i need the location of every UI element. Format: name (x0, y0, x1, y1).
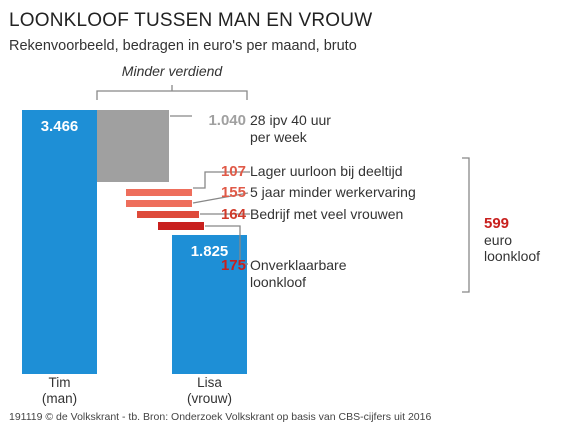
waterfall-step-1 (97, 110, 169, 182)
leader-line (192, 192, 249, 204)
bar-tim (22, 110, 97, 374)
leader-line (205, 225, 248, 265)
bracket-label: Minder verdiend (122, 63, 224, 79)
category-label: (vrouw) (187, 391, 232, 406)
waterfall-step-4 (137, 211, 199, 218)
category-label: (man) (42, 391, 77, 406)
step-value-label: 164 (221, 206, 247, 223)
step-value-label: 155 (221, 184, 246, 201)
waterfall-step-2 (126, 189, 192, 196)
bar-value-label: 3.466 (41, 118, 79, 135)
step-description: Lager uurloon bij deeltijd (250, 163, 403, 179)
waterfall-step-3 (126, 200, 192, 207)
step-value-label: 175 (221, 257, 246, 274)
category-label: Tim (49, 375, 71, 390)
waterfall-step-5 (158, 222, 204, 230)
total-gap-unit: euro (484, 232, 512, 248)
total-gap-label: loonkloof (484, 248, 540, 264)
minder-verdiend-bracket (96, 90, 248, 100)
bar-lisa (172, 234, 247, 374)
bar-value-label: 1.825 (191, 243, 229, 260)
step-value-label: 107 (221, 163, 246, 180)
step-value-label: 1.040 (208, 112, 246, 129)
source-footer: 191119 © de Volkskrant - tb. Bron: Onder… (9, 411, 432, 423)
total-gap-value: 599 (484, 215, 509, 232)
step-description: Onverklaarbare (250, 257, 347, 273)
step-description: loonkloof (250, 274, 306, 290)
chart-subtitle: Rekenvoorbeeld, bedragen in euro's per m… (9, 38, 357, 54)
step-description: Bedrijf met veel vrouwen (250, 206, 403, 222)
category-label: Lisa (197, 375, 222, 390)
chart-title: LOONKLOOF TUSSEN MAN EN VROUW (9, 10, 373, 31)
step-description: 5 jaar minder werkervaring (250, 184, 416, 200)
step-description: per week (250, 129, 308, 145)
step-description: 28 ipv 40 uur (250, 112, 331, 128)
leader-line (193, 171, 250, 189)
total-gap-bracket (462, 157, 470, 293)
